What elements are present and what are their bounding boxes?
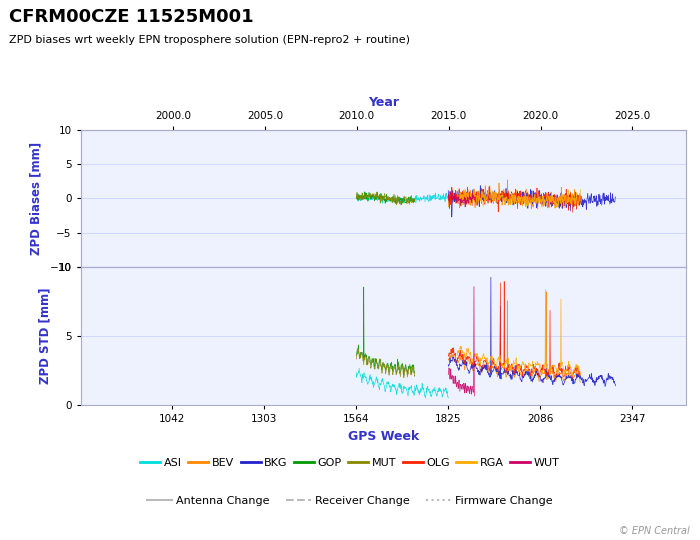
- X-axis label: GPS Week: GPS Week: [348, 430, 419, 443]
- Y-axis label: ZPD STD [mm]: ZPD STD [mm]: [38, 288, 51, 384]
- Y-axis label: ZPD Biases [mm]: ZPD Biases [mm]: [29, 142, 43, 255]
- Text: ZPD biases wrt weekly EPN troposphere solution (EPN-repro2 + routine): ZPD biases wrt weekly EPN troposphere so…: [9, 35, 410, 45]
- X-axis label: Year: Year: [368, 97, 399, 110]
- Text: CFRM00CZE 11525M001: CFRM00CZE 11525M001: [9, 8, 253, 26]
- Legend: Antenna Change, Receiver Change, Firmware Change: Antenna Change, Receiver Change, Firmwar…: [143, 491, 557, 510]
- Legend: ASI, BEV, BKG, GOP, MUT, OLG, RGA, WUT: ASI, BEV, BKG, GOP, MUT, OLG, RGA, WUT: [136, 454, 564, 472]
- Text: © EPN Central: © EPN Central: [619, 525, 690, 536]
